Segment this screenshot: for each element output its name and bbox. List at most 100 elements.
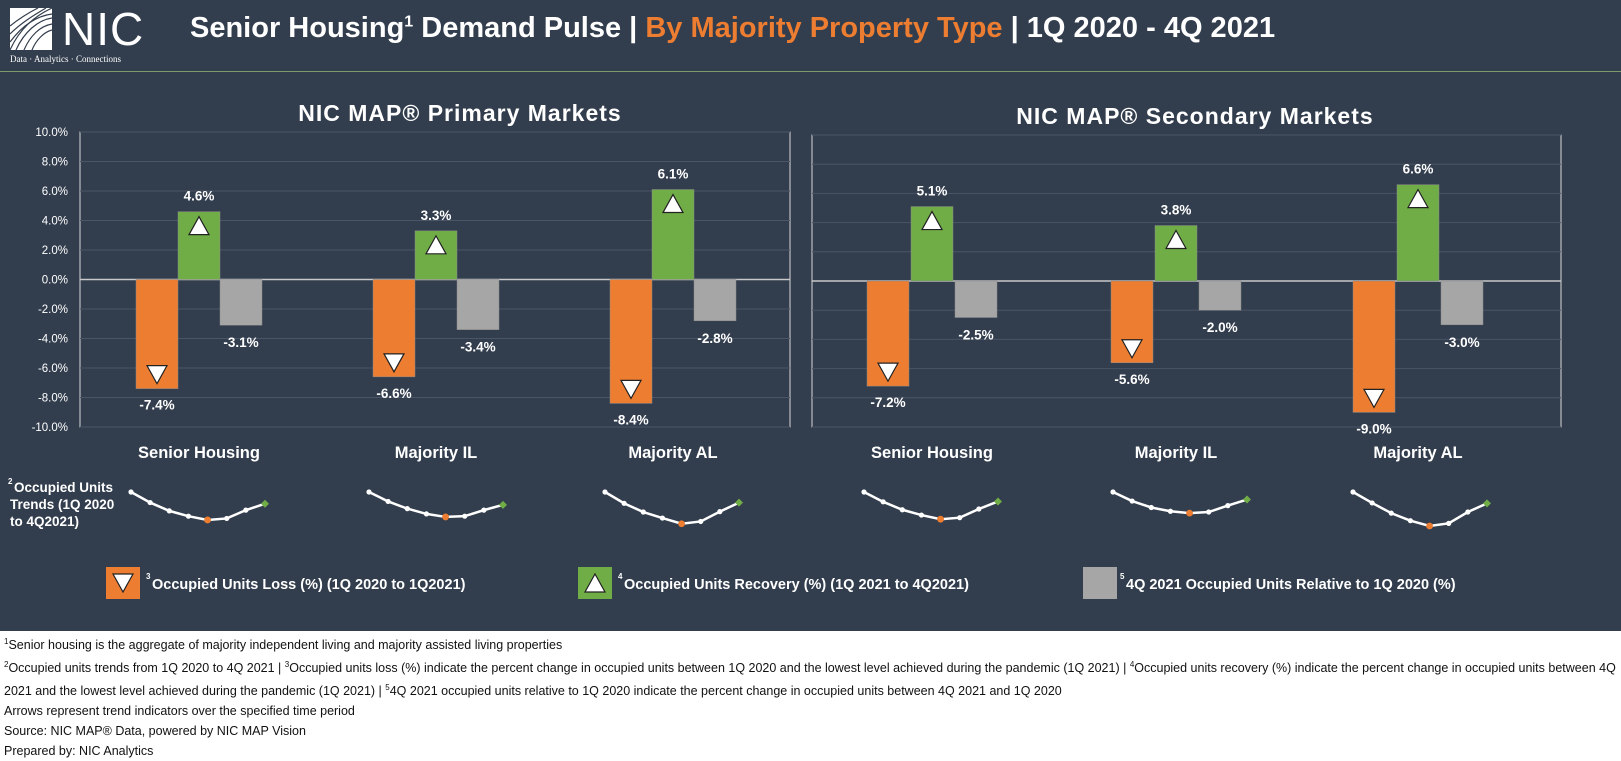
title-part-2: Demand Pulse |	[413, 12, 646, 44]
logo-tagline: Data · Analytics · Connections	[10, 54, 121, 64]
logo-wordmark: NIC	[62, 3, 145, 55]
trend-point	[404, 506, 410, 512]
y-tick-label: -4.0%	[38, 334, 68, 346]
data-label: -3.0%	[1444, 335, 1479, 350]
trend-end-point	[1483, 499, 1491, 508]
trend-point	[1465, 509, 1471, 515]
y-tick-label: 10.0%	[35, 127, 68, 139]
triangle-up-icon	[187, 215, 211, 236]
trend-point	[366, 489, 372, 495]
data-label: 6.1%	[658, 167, 689, 182]
bar-recovery	[177, 211, 221, 280]
bar-relative	[219, 279, 263, 326]
y-tick-label: -8.0%	[38, 393, 68, 405]
trend-label-line: to 4Q2021)	[10, 514, 79, 529]
secondary-chart-title: NIC MAP® Secondary Markets	[1016, 103, 1374, 129]
trend-point	[166, 508, 172, 514]
trend-sparkline	[604, 490, 740, 526]
data-label: 4.6%	[184, 189, 215, 204]
legend-swatch	[1083, 567, 1117, 599]
trend-point	[957, 515, 963, 521]
logo-grid-icon	[9, 7, 53, 51]
category-label: Senior Housing	[138, 444, 260, 462]
y-tick-label: 8.0%	[42, 157, 68, 169]
trend-low-point	[204, 516, 211, 524]
trend-point	[1110, 489, 1116, 495]
trend-point	[698, 518, 704, 525]
trend-point	[1148, 504, 1154, 511]
bar-relative	[1440, 280, 1484, 326]
trend-point	[1350, 489, 1356, 495]
trend-point	[1225, 503, 1231, 509]
trend-sparkline	[130, 490, 266, 522]
trend-end-point	[735, 498, 743, 507]
title-divider	[0, 71, 1621, 72]
category-label: Majority IL	[1135, 444, 1218, 462]
trend-point	[1129, 498, 1135, 504]
trend-point	[1206, 509, 1212, 515]
trend-point	[918, 512, 925, 518]
data-label: -3.4%	[460, 340, 495, 355]
trend-low-point	[1426, 522, 1433, 530]
y-tick-label: -6.0%	[38, 363, 68, 375]
trend-point	[640, 509, 646, 515]
triangle-down-icon	[1120, 339, 1144, 359]
y-tick-label: -2.0%	[38, 304, 68, 316]
trend-point	[602, 489, 608, 495]
title-highlight: By Majority Property Type	[645, 12, 1003, 44]
dashboard-panel	[0, 0, 1621, 631]
trend-point	[1407, 518, 1414, 524]
trend-point	[224, 515, 230, 522]
data-label: 6.6%	[1403, 162, 1434, 177]
data-label: -7.4%	[139, 398, 174, 413]
trend-point	[1167, 508, 1174, 514]
title-part-1: Senior Housing	[190, 12, 405, 44]
bar-relative	[1198, 280, 1242, 311]
legend-mark: 4	[618, 572, 623, 581]
data-label: -8.4%	[613, 412, 648, 427]
trend-point	[899, 507, 905, 513]
trend-sparkline	[1112, 490, 1248, 515]
footnote-arrows: Arrows represent trend indicators over t…	[4, 704, 355, 719]
trend-label-line: Trends (1Q 2020	[10, 497, 114, 512]
trend-point	[861, 489, 867, 495]
trend-point	[621, 500, 627, 506]
trend-low-point	[678, 520, 685, 528]
trend-sparkline	[368, 490, 504, 519]
footnote-2: 2Occupied units trends from 1Q 2020 to 4…	[4, 660, 1616, 699]
category-label: Majority AL	[1373, 444, 1462, 462]
trend-sparkline	[1352, 490, 1488, 528]
title-part-3: | 1Q 2020 - 4Q 2021	[1002, 12, 1276, 44]
data-label: -7.2%	[870, 395, 905, 410]
trend-low-point	[442, 513, 449, 521]
trend-low-point	[1186, 509, 1193, 517]
y-tick-label: 4.0%	[42, 216, 68, 228]
charts-canvas: 10.0% 8.0% 6.0% 4.0% 2.0% 0.0% -2.0% -4.0% -6.0%…	[8, 127, 1562, 599]
trend-label-line: Occupied Units	[14, 480, 113, 495]
trend-point	[185, 513, 192, 519]
trend-end-point	[261, 499, 269, 508]
legend-label: Occupied Units Loss (%) (1Q 2020 to 1Q20…	[152, 577, 466, 593]
footnotes: 1Senior housing is the aggregate of majo…	[4, 632, 1616, 761]
category-label: Majority AL	[628, 444, 717, 462]
bar-relative	[693, 279, 737, 322]
y-tick-label: 0.0%	[42, 275, 68, 287]
triangle-up-icon	[661, 193, 685, 214]
triangle-down-icon	[382, 353, 406, 374]
trend-point	[481, 507, 487, 513]
data-label: -2.8%	[697, 331, 732, 346]
footnote-source: Source: NIC MAP® Data, powered by NIC MA…	[4, 724, 306, 739]
bar-relative	[456, 279, 500, 330]
triangle-down-icon	[1362, 388, 1386, 409]
triangle-down-icon	[145, 365, 169, 385]
y-tick-label: -10.0%	[32, 422, 68, 434]
triangle-up-icon	[583, 572, 607, 593]
trend-low-point	[937, 515, 944, 523]
category-label: Senior Housing	[871, 444, 993, 462]
trend-point	[717, 509, 723, 515]
trend-label-sup: 2	[8, 477, 13, 486]
y-tick-label: 6.0%	[42, 186, 68, 198]
category-label: Majority IL	[395, 444, 478, 462]
data-label: -5.6%	[1114, 372, 1149, 387]
triangle-up-icon	[424, 234, 448, 255]
